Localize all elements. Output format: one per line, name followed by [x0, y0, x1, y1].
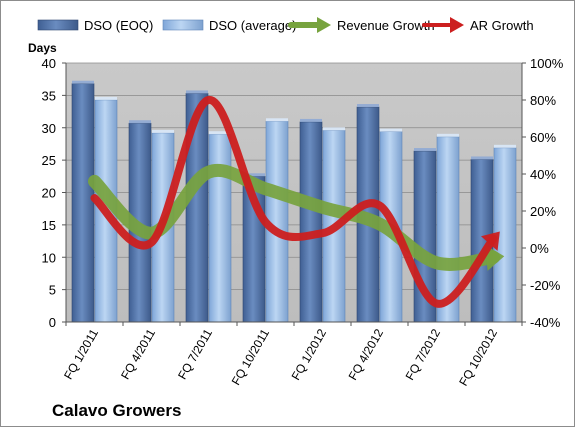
bar-dso-eoq	[299, 121, 323, 323]
legend: DSO (EOQ) DSO (average) Revenue Growth AR G…	[37, 17, 534, 33]
legend-arrow-revenue-growth	[317, 17, 331, 33]
y-axis-ticks-right: -40% -20% 0% 20% 40% 60% 80% 100%	[522, 56, 564, 330]
legend-label-dso-eoq: DSO (EOQ)	[84, 18, 153, 33]
bar-top-dso-average	[266, 118, 288, 122]
bars	[71, 80, 517, 323]
tick-label: 5	[49, 283, 56, 298]
legend-label-ar-growth: AR Growth	[470, 18, 534, 33]
legend-arrow-ar-growth	[450, 17, 464, 33]
growth-lines	[88, 96, 505, 308]
bar-top-dso-eoq	[243, 173, 265, 177]
tick-label: 25	[42, 153, 56, 168]
bar-top-dso-average	[209, 131, 231, 135]
bar-top-dso-eoq	[414, 148, 436, 152]
tick-label: 0%	[530, 241, 549, 256]
bar-top-dso-average	[152, 129, 174, 133]
legend-swatch-dso-eoq	[37, 19, 79, 31]
tick-label: -20%	[530, 278, 561, 293]
tick-label: 35	[42, 88, 56, 103]
bar-top-dso-eoq	[471, 156, 493, 160]
legend-label-revenue-growth: Revenue Growth	[337, 18, 435, 33]
bar-top-dso-average	[323, 127, 345, 131]
tick-label: 60%	[530, 130, 556, 145]
bar-top-dso-eoq	[357, 104, 379, 108]
line-ar-growth	[90, 96, 498, 308]
bar-top-dso-average	[494, 144, 516, 148]
bar-dso-eoq	[71, 83, 95, 323]
bar-top-dso-eoq	[72, 80, 94, 84]
y-axis-ticks-left: 0 5 10 15 20 25 30 35 40	[42, 56, 66, 330]
chart-title: Calavo Growers	[52, 401, 181, 420]
tick-label: 0	[49, 315, 56, 330]
legend-label-dso-average: DSO (average)	[209, 18, 296, 33]
bar-top-dso-average	[95, 96, 117, 100]
bar-dso-average	[208, 133, 232, 323]
tick-label: 80%	[530, 93, 556, 108]
tick-label: 10	[42, 250, 56, 265]
tick-label: 100%	[530, 56, 564, 71]
legend-swatch-dso-average	[162, 19, 204, 31]
bar-top-dso-eoq	[186, 90, 208, 94]
line-revenue-growth	[88, 164, 500, 271]
bar-top-dso-average	[437, 133, 459, 137]
tick-label: 40	[42, 56, 56, 71]
arrowhead-ar-growth	[481, 231, 500, 251]
tick-label: 15	[42, 218, 56, 233]
bar-top-dso-eoq	[300, 118, 322, 122]
arrowhead-revenue-growth	[485, 245, 505, 271]
bar-top-dso-average	[380, 128, 402, 132]
bar-top-dso-eoq	[129, 120, 151, 124]
tick-label: -40%	[530, 315, 561, 330]
tick-label: 20%	[530, 204, 556, 219]
tick-label: 30	[42, 121, 56, 136]
y-axis-label: Days	[28, 41, 57, 55]
tick-label: 40%	[530, 167, 556, 182]
tick-label: 20	[42, 186, 56, 201]
